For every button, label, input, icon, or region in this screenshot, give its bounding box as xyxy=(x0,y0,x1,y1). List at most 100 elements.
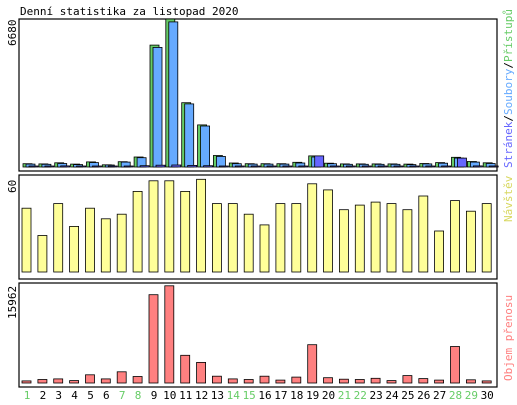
x-tick-label: 24 xyxy=(385,389,399,402)
pages-bar xyxy=(187,164,198,168)
visits-bar xyxy=(481,203,492,273)
visits-bar xyxy=(37,235,48,273)
bars-kbytes xyxy=(21,285,492,384)
visits-bar xyxy=(116,213,127,273)
pages-bar xyxy=(107,165,118,168)
visits-bar xyxy=(434,230,445,273)
kbytes-bar xyxy=(481,380,492,384)
visits-bar xyxy=(164,180,175,273)
kbytes-bar xyxy=(69,380,79,384)
pages-bar xyxy=(203,165,214,168)
bars-hits-files-pages xyxy=(22,18,499,168)
kbytes-bar xyxy=(291,376,302,384)
pages-bar xyxy=(28,165,39,168)
visits-bar xyxy=(291,203,302,273)
files-bar xyxy=(152,47,163,168)
kbytes-bar xyxy=(180,354,191,384)
kbytes-bar xyxy=(259,375,270,384)
kbytes-bar xyxy=(418,378,429,384)
kbytes-bar xyxy=(465,379,476,384)
pages-bar xyxy=(330,165,340,168)
x-tick-label: 1 xyxy=(24,389,31,402)
pages-bar xyxy=(298,165,309,168)
x-tick-label: 12 xyxy=(195,389,208,402)
kbytes-bar xyxy=(323,377,333,384)
kbytes-bar xyxy=(21,380,32,384)
kbytes-bar xyxy=(243,379,254,384)
kbytes-bar xyxy=(386,380,397,384)
panel-hits-files-pages xyxy=(18,18,498,172)
visits-bar xyxy=(418,195,429,273)
legend-files: Soubory xyxy=(502,68,515,115)
kbytes-bar xyxy=(370,377,381,384)
x-tick-label: 13 xyxy=(211,389,224,402)
visits-bar xyxy=(227,203,238,273)
x-tick-label: 19 xyxy=(306,389,319,402)
visits-bar xyxy=(402,209,413,273)
kbytes-bar xyxy=(434,379,445,384)
legend-kbytes: Objem přenosu xyxy=(502,295,515,381)
files-bar xyxy=(184,103,195,168)
pages-bar xyxy=(171,164,182,168)
pages-bar xyxy=(218,165,229,168)
legend-separator-2: / xyxy=(502,62,515,69)
panel-kbytes xyxy=(18,282,498,388)
visits-bar xyxy=(100,218,111,273)
x-tick-label: 14 xyxy=(227,389,241,402)
kbytes-bar xyxy=(275,379,286,384)
x-tick-label: 16 xyxy=(258,389,271,402)
visits-bar xyxy=(338,209,349,273)
chart-title: Denní statistika za listopad 2020 xyxy=(20,5,239,18)
x-tick-label: 6 xyxy=(103,389,110,402)
kbytes-bar xyxy=(354,379,365,384)
y-max-label-kbytes: 15962 xyxy=(6,286,19,319)
x-tick-label: 3 xyxy=(55,389,62,402)
x-tick-label: 22 xyxy=(354,389,367,402)
x-tick-label: 10 xyxy=(163,389,176,402)
kbytes-bar xyxy=(148,294,159,384)
kbytes-bar xyxy=(132,376,143,384)
x-tick-label: 5 xyxy=(87,389,94,402)
kbytes-bar xyxy=(100,378,111,384)
pages-bar xyxy=(425,165,436,168)
legend-visits: Návštěv xyxy=(502,175,515,222)
pages-bar xyxy=(76,165,86,168)
pages-bar xyxy=(472,165,483,168)
visits-bar xyxy=(243,213,254,273)
kbytes-bar xyxy=(450,346,460,384)
visits-bar xyxy=(148,180,159,273)
pages-bar xyxy=(44,165,55,168)
pages-bar xyxy=(377,165,388,168)
pages-bar xyxy=(155,164,166,168)
legend-hits: Přístupů xyxy=(502,9,515,62)
visits-bar xyxy=(85,207,95,273)
kbytes-bar xyxy=(227,378,238,384)
pages-bar xyxy=(361,165,372,168)
legend-hits-files-pages: Stránek/Soubory/Přístupů xyxy=(502,9,515,168)
x-tick-label: 15 xyxy=(243,389,256,402)
x-tick-label: 26 xyxy=(417,389,430,402)
kbytes-bar xyxy=(402,375,413,384)
visits-bar xyxy=(196,178,207,273)
x-tick-label: 4 xyxy=(71,389,78,402)
pages-bar xyxy=(139,165,150,168)
x-tick-label: 20 xyxy=(322,389,335,402)
pages-bar xyxy=(345,165,356,168)
x-tick-label: 21 xyxy=(338,389,351,402)
x-tick-label: 11 xyxy=(179,389,192,402)
kbytes-bar xyxy=(85,374,95,384)
kbytes-bar xyxy=(37,379,48,384)
visits-bar xyxy=(450,200,460,273)
visits-bar xyxy=(465,210,476,273)
x-tick-label: 9 xyxy=(151,389,158,402)
visits-bar xyxy=(53,203,64,273)
x-axis-day-labels: 1 2 3 4 5 6 7 8 9 10 11 12 13 14 15 16 17 18 19 20 21 22 23 24 2… xyxy=(24,389,494,402)
x-tick-label: 28 xyxy=(449,389,462,402)
x-tick-label: 29 xyxy=(465,389,478,402)
pages-bar xyxy=(92,165,102,168)
files-bar xyxy=(200,125,211,168)
pages-bar xyxy=(409,165,420,168)
x-tick-label: 17 xyxy=(274,389,287,402)
kbytes-bar xyxy=(211,375,222,384)
